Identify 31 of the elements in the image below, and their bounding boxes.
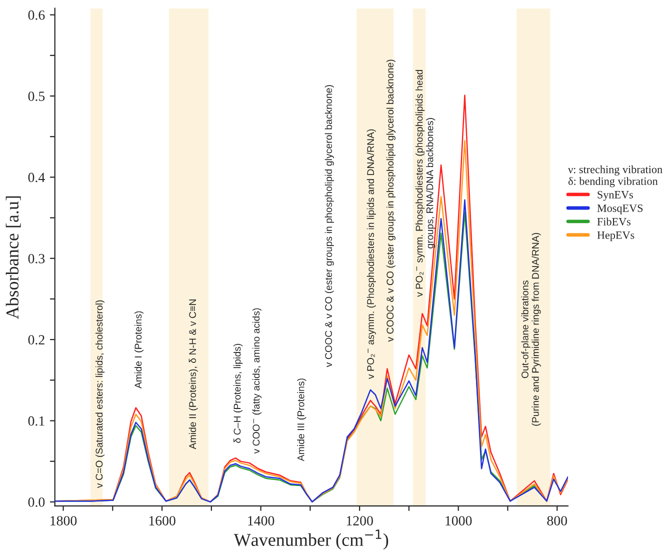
y-tick-label: 0.3	[28, 254, 45, 264]
y-tick-label: 0.1	[28, 416, 44, 426]
annotation: Amide I (Proteins)	[134, 311, 144, 388]
legend-label: HepEVs	[597, 232, 634, 242]
y-tick-label: 0.2	[28, 335, 44, 345]
x-tick-label: 1000	[446, 516, 472, 526]
y-tick-label: 0.4	[28, 172, 45, 182]
y-tick-label: 0.5	[28, 92, 45, 102]
annotation: Out-of-plane vibrations (Purine and Pyrimidine rings from DNA/RNA)	[521, 232, 541, 426]
annotation: v COOC & v CO (ester groups in phospholipid glycerol backnone)	[386, 60, 396, 342]
legend-label: SynEVs	[598, 190, 633, 201]
annotation: v C=O (Saturated esters: lipids, cholesterol)	[95, 300, 105, 488]
y-tick-label: 0.0	[28, 497, 45, 507]
annotation: v PO₂$^{−}$ asymm. (Phosphodiesters in lipids and DNA/RNA)	[366, 129, 376, 380]
legend-title: ν: streching vibration δ: bending vibration	[568, 165, 662, 188]
x-tick-label: 1600	[149, 516, 176, 526]
legend-label: FibEVs	[597, 218, 631, 226]
x-tick-label: 1200	[346, 516, 373, 526]
legend-label: MosqEVS	[597, 204, 643, 214]
x-tick-label: 800	[547, 516, 568, 526]
annotation: v COO$^{−}$ (fatty acids, amino acids)	[252, 308, 262, 454]
x-axis-title: Wavenumber (cm$^{−1}$)	[234, 530, 388, 550]
annotation: Amide II (Proteins), δ N-H & v C≡N	[188, 300, 198, 450]
annotation: Amide III (Proteins)	[297, 378, 306, 462]
x-tick-label: 1400	[248, 516, 274, 526]
y-axis-title: Absorbance [a.u]	[6, 196, 21, 320]
annotation: v PO₂$^{−}$ symm. Phosphodiesters (phospholipids head groups, RNA/DNA backbones)	[416, 70, 436, 297]
annotation: δ C–H (Proteins, lipids)	[234, 344, 243, 443]
x-tick-label: 1800	[50, 516, 77, 526]
y-tick-label: 0.6	[28, 10, 45, 20]
annotation: v COOC & v CO (ester groups in phospholipid glycerol backnone)	[324, 85, 334, 368]
